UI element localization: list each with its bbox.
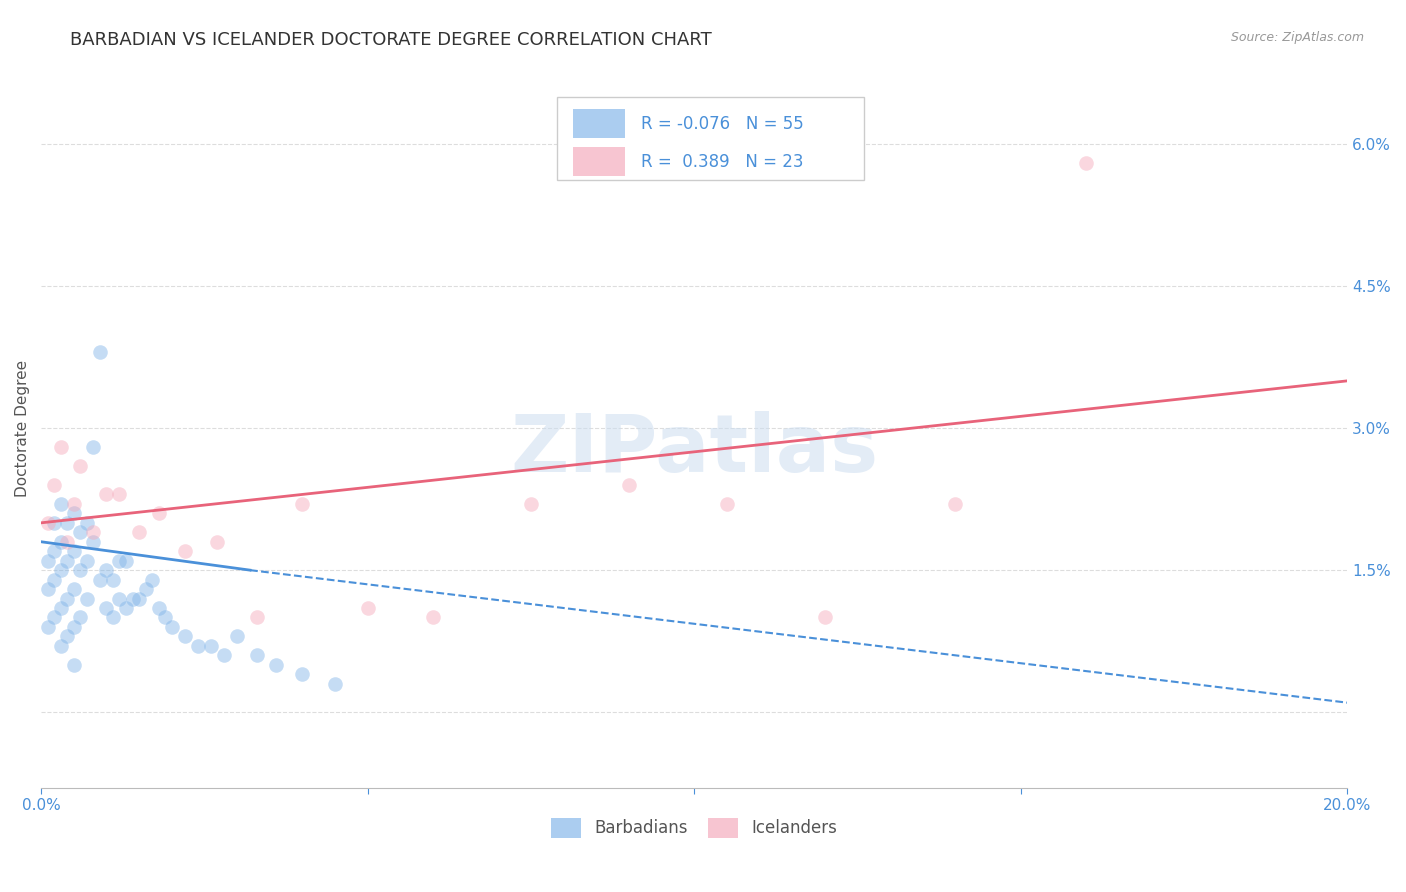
Point bbox=[246, 648, 269, 663]
Point bbox=[37, 620, 59, 634]
Point bbox=[96, 563, 118, 577]
Point bbox=[44, 544, 66, 558]
Point bbox=[37, 554, 59, 568]
Bar bbox=[572, 147, 624, 177]
Point bbox=[49, 534, 72, 549]
Point bbox=[212, 648, 235, 663]
Point bbox=[128, 591, 150, 606]
Point bbox=[56, 554, 79, 568]
Point bbox=[422, 610, 444, 624]
Point bbox=[173, 629, 195, 643]
Point bbox=[56, 629, 79, 643]
Point bbox=[814, 610, 837, 624]
Point bbox=[56, 516, 79, 530]
Point bbox=[617, 478, 640, 492]
Point bbox=[246, 610, 269, 624]
Point bbox=[44, 478, 66, 492]
Point bbox=[148, 507, 170, 521]
Text: BARBADIAN VS ICELANDER DOCTORATE DEGREE CORRELATION CHART: BARBADIAN VS ICELANDER DOCTORATE DEGREE … bbox=[70, 31, 711, 49]
Point bbox=[291, 667, 314, 681]
Point bbox=[716, 497, 738, 511]
Point bbox=[101, 573, 124, 587]
Point bbox=[76, 591, 98, 606]
Point bbox=[62, 497, 84, 511]
Point bbox=[49, 497, 72, 511]
Point bbox=[108, 554, 131, 568]
Point bbox=[96, 487, 118, 501]
Text: R =  0.389   N = 23: R = 0.389 N = 23 bbox=[641, 153, 803, 170]
Point bbox=[82, 525, 104, 540]
Point bbox=[89, 573, 111, 587]
Point bbox=[49, 639, 72, 653]
Point bbox=[207, 534, 229, 549]
Legend: Barbadians, Icelanders: Barbadians, Icelanders bbox=[544, 812, 844, 844]
Point bbox=[291, 497, 314, 511]
Point bbox=[82, 440, 104, 454]
Point bbox=[115, 601, 138, 615]
Point bbox=[44, 610, 66, 624]
Point bbox=[173, 544, 195, 558]
Point bbox=[62, 657, 84, 672]
Point bbox=[76, 516, 98, 530]
Point bbox=[115, 554, 138, 568]
Point bbox=[945, 497, 967, 511]
Point bbox=[62, 507, 84, 521]
Y-axis label: Doctorate Degree: Doctorate Degree bbox=[15, 359, 30, 497]
Point bbox=[121, 591, 143, 606]
Text: ZIPatlas: ZIPatlas bbox=[510, 410, 879, 489]
Point bbox=[49, 563, 72, 577]
Point bbox=[96, 601, 118, 615]
Point bbox=[148, 601, 170, 615]
Point bbox=[264, 657, 287, 672]
Point bbox=[187, 639, 209, 653]
Point bbox=[135, 582, 157, 596]
Point bbox=[44, 573, 66, 587]
Point bbox=[89, 345, 111, 359]
Point bbox=[37, 582, 59, 596]
Text: R = -0.076   N = 55: R = -0.076 N = 55 bbox=[641, 115, 803, 133]
Point bbox=[49, 440, 72, 454]
Point bbox=[108, 591, 131, 606]
Text: Source: ZipAtlas.com: Source: ZipAtlas.com bbox=[1230, 31, 1364, 45]
FancyBboxPatch shape bbox=[557, 97, 865, 180]
Point bbox=[69, 458, 91, 473]
Point bbox=[1074, 156, 1097, 170]
Point bbox=[101, 610, 124, 624]
Point bbox=[141, 573, 163, 587]
Point bbox=[153, 610, 176, 624]
Point bbox=[62, 620, 84, 634]
Point bbox=[520, 497, 543, 511]
Point bbox=[56, 534, 79, 549]
Point bbox=[56, 591, 79, 606]
Point bbox=[62, 544, 84, 558]
Point bbox=[69, 525, 91, 540]
Point bbox=[69, 610, 91, 624]
Bar bbox=[572, 110, 624, 138]
Point bbox=[82, 534, 104, 549]
Point bbox=[69, 563, 91, 577]
Point bbox=[128, 525, 150, 540]
Point bbox=[323, 677, 346, 691]
Point bbox=[44, 516, 66, 530]
Point bbox=[226, 629, 249, 643]
Point bbox=[76, 554, 98, 568]
Point bbox=[62, 582, 84, 596]
Point bbox=[108, 487, 131, 501]
Point bbox=[49, 601, 72, 615]
Point bbox=[356, 601, 378, 615]
Point bbox=[160, 620, 183, 634]
Point bbox=[37, 516, 59, 530]
Point bbox=[200, 639, 222, 653]
